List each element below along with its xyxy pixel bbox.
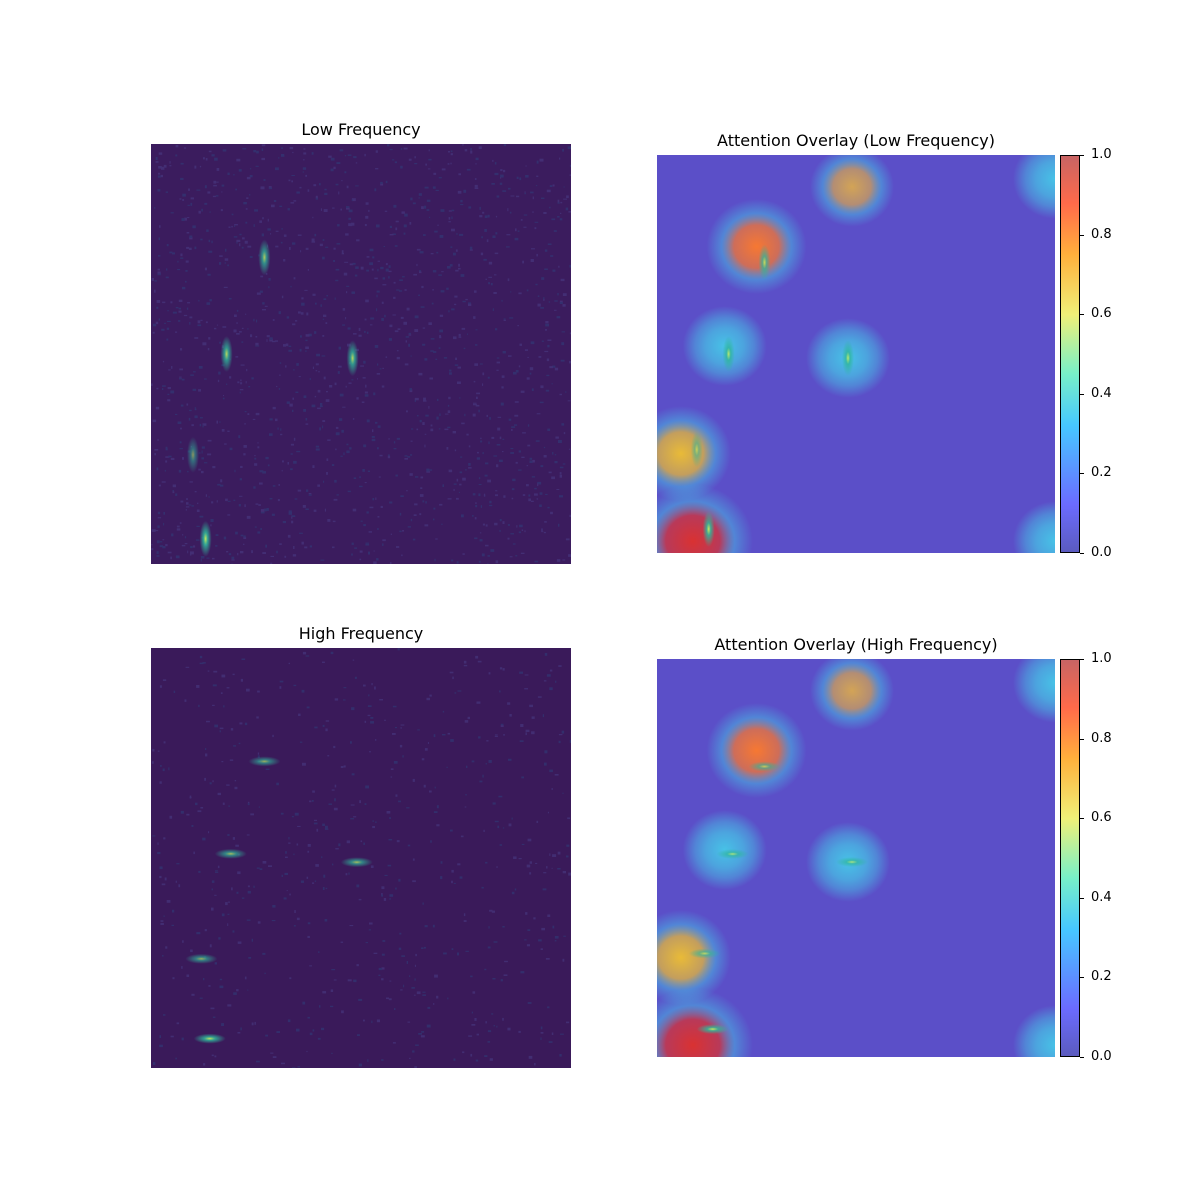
colorbar-high-tick-label: 0.4 bbox=[1091, 889, 1112, 905]
colorbar-high-tick-label: 0.8 bbox=[1091, 730, 1112, 746]
ovl-high-spots-bright-spot-1 bbox=[748, 761, 781, 772]
ovl-low-spots-bright-spot-5 bbox=[702, 511, 715, 548]
colorbar-low-tick-mark bbox=[1080, 314, 1084, 316]
colorbar-low-tick-label: 0.4 bbox=[1091, 385, 1112, 401]
colorbar-low-tick-label: 1.0 bbox=[1091, 147, 1112, 162]
ovl-high-attention-blob-2 bbox=[810, 659, 894, 731]
colorbar-high-tick-label: 1.0 bbox=[1091, 651, 1112, 666]
colorbar-low-tick-label: 0.8 bbox=[1091, 226, 1112, 242]
colorbar-high-tick-mark bbox=[1080, 1057, 1084, 1058]
ovl-high-attention-blob-7 bbox=[1013, 659, 1055, 723]
colorbar-high-tick-mark bbox=[1080, 818, 1084, 820]
colorbar-low-tick-mark bbox=[1080, 155, 1084, 156]
ovl-high-attention-blob-6 bbox=[657, 988, 753, 1057]
colorbar-high: 0.0 0.2 0.4 0.6 0.8 1.0 bbox=[1060, 651, 1112, 1064]
ovl-low-spots-bright-spot-1 bbox=[758, 244, 771, 281]
ovl-high-spots-bright-spot-2 bbox=[716, 849, 749, 859]
colorbar-high-tick-label: 0.2 bbox=[1091, 969, 1112, 985]
ovl-high-spots-bright-spot-4 bbox=[688, 948, 721, 959]
colorbar-low-tick-mark bbox=[1080, 553, 1084, 554]
colorbar-high-tick-label: 0.0 bbox=[1091, 1049, 1112, 1064]
colorbar-low-tick-label: 0.2 bbox=[1091, 465, 1112, 481]
ovl-low-attention-blob-2 bbox=[810, 155, 894, 227]
colorbar-low-tick-label: 0.6 bbox=[1091, 306, 1112, 322]
low-bright-spot-2 bbox=[220, 336, 233, 372]
colorbar-low-tick-mark bbox=[1080, 473, 1084, 475]
attention-overlay-low-heatmap bbox=[657, 155, 1055, 553]
colorbar-high-tick-mark bbox=[1080, 897, 1084, 899]
colorbar-high-tick-mark bbox=[1080, 659, 1084, 660]
low-bright-spot-3 bbox=[346, 340, 359, 377]
title-high-frequency: High Frequency bbox=[298, 624, 424, 643]
title-low-frequency: Low Frequency bbox=[301, 120, 421, 139]
high-frequency-image bbox=[151, 648, 571, 1068]
ovl-low-attention-blob-7 bbox=[1013, 155, 1055, 219]
low-bright-spot-5 bbox=[199, 520, 212, 557]
title-attention-overlay-high: Attention Overlay (High Frequency) bbox=[714, 635, 998, 654]
colorbar-low-tick-mark bbox=[1080, 234, 1084, 236]
ovl-low-attention-blob-8 bbox=[1013, 501, 1055, 553]
high-bright-spot-1 bbox=[248, 756, 281, 767]
high-bright-spot-5 bbox=[193, 1033, 226, 1044]
ovl-high-attention-blob-8 bbox=[1013, 1005, 1055, 1057]
low-bright-spot-1 bbox=[258, 239, 271, 276]
low-bright-spot-4 bbox=[187, 436, 199, 473]
ovl-low-attention-blob-1 bbox=[706, 199, 807, 294]
ovl-high-attention-blob-1 bbox=[706, 703, 807, 798]
colorbar-high-gradient bbox=[1060, 659, 1080, 1057]
title-attention-overlay-low: Attention Overlay (Low Frequency) bbox=[717, 131, 995, 150]
ovl-low-spots-bright-spot-3 bbox=[842, 340, 854, 376]
colorbar-high-tick-label: 0.6 bbox=[1091, 810, 1112, 826]
colorbar-high-tick-mark bbox=[1080, 738, 1084, 740]
low-frequency-heatmap bbox=[151, 144, 571, 564]
ovl-low-spots-bright-spot-2 bbox=[722, 336, 735, 372]
colorbar-low-tick-label: 0.0 bbox=[1091, 545, 1112, 560]
high-bright-spot-3 bbox=[340, 857, 373, 868]
attention-overlay-low-image bbox=[657, 155, 1055, 553]
low-frequency-image bbox=[151, 144, 571, 564]
high-bright-spot-2 bbox=[214, 848, 247, 859]
colorbar-high-tick-mark bbox=[1080, 977, 1084, 979]
colorbar-low-gradient bbox=[1060, 155, 1080, 553]
high-bright-spot-4 bbox=[185, 953, 218, 964]
colorbar-low-tick-mark bbox=[1080, 393, 1084, 395]
ovl-high-attention-blob-5 bbox=[657, 910, 731, 1005]
ovl-high-spots-bright-spot-3 bbox=[836, 857, 868, 867]
high-frequency-heatmap bbox=[151, 648, 571, 1068]
colorbar-low: 0.0 0.2 0.4 0.6 0.8 1.0 bbox=[1060, 147, 1112, 560]
ovl-high-spots-bright-spot-5 bbox=[696, 1024, 729, 1035]
attention-overlay-high-heatmap bbox=[657, 659, 1055, 1057]
ovl-low-spots-bright-spot-4 bbox=[690, 431, 703, 468]
attention-overlay-high-image bbox=[657, 659, 1055, 1057]
